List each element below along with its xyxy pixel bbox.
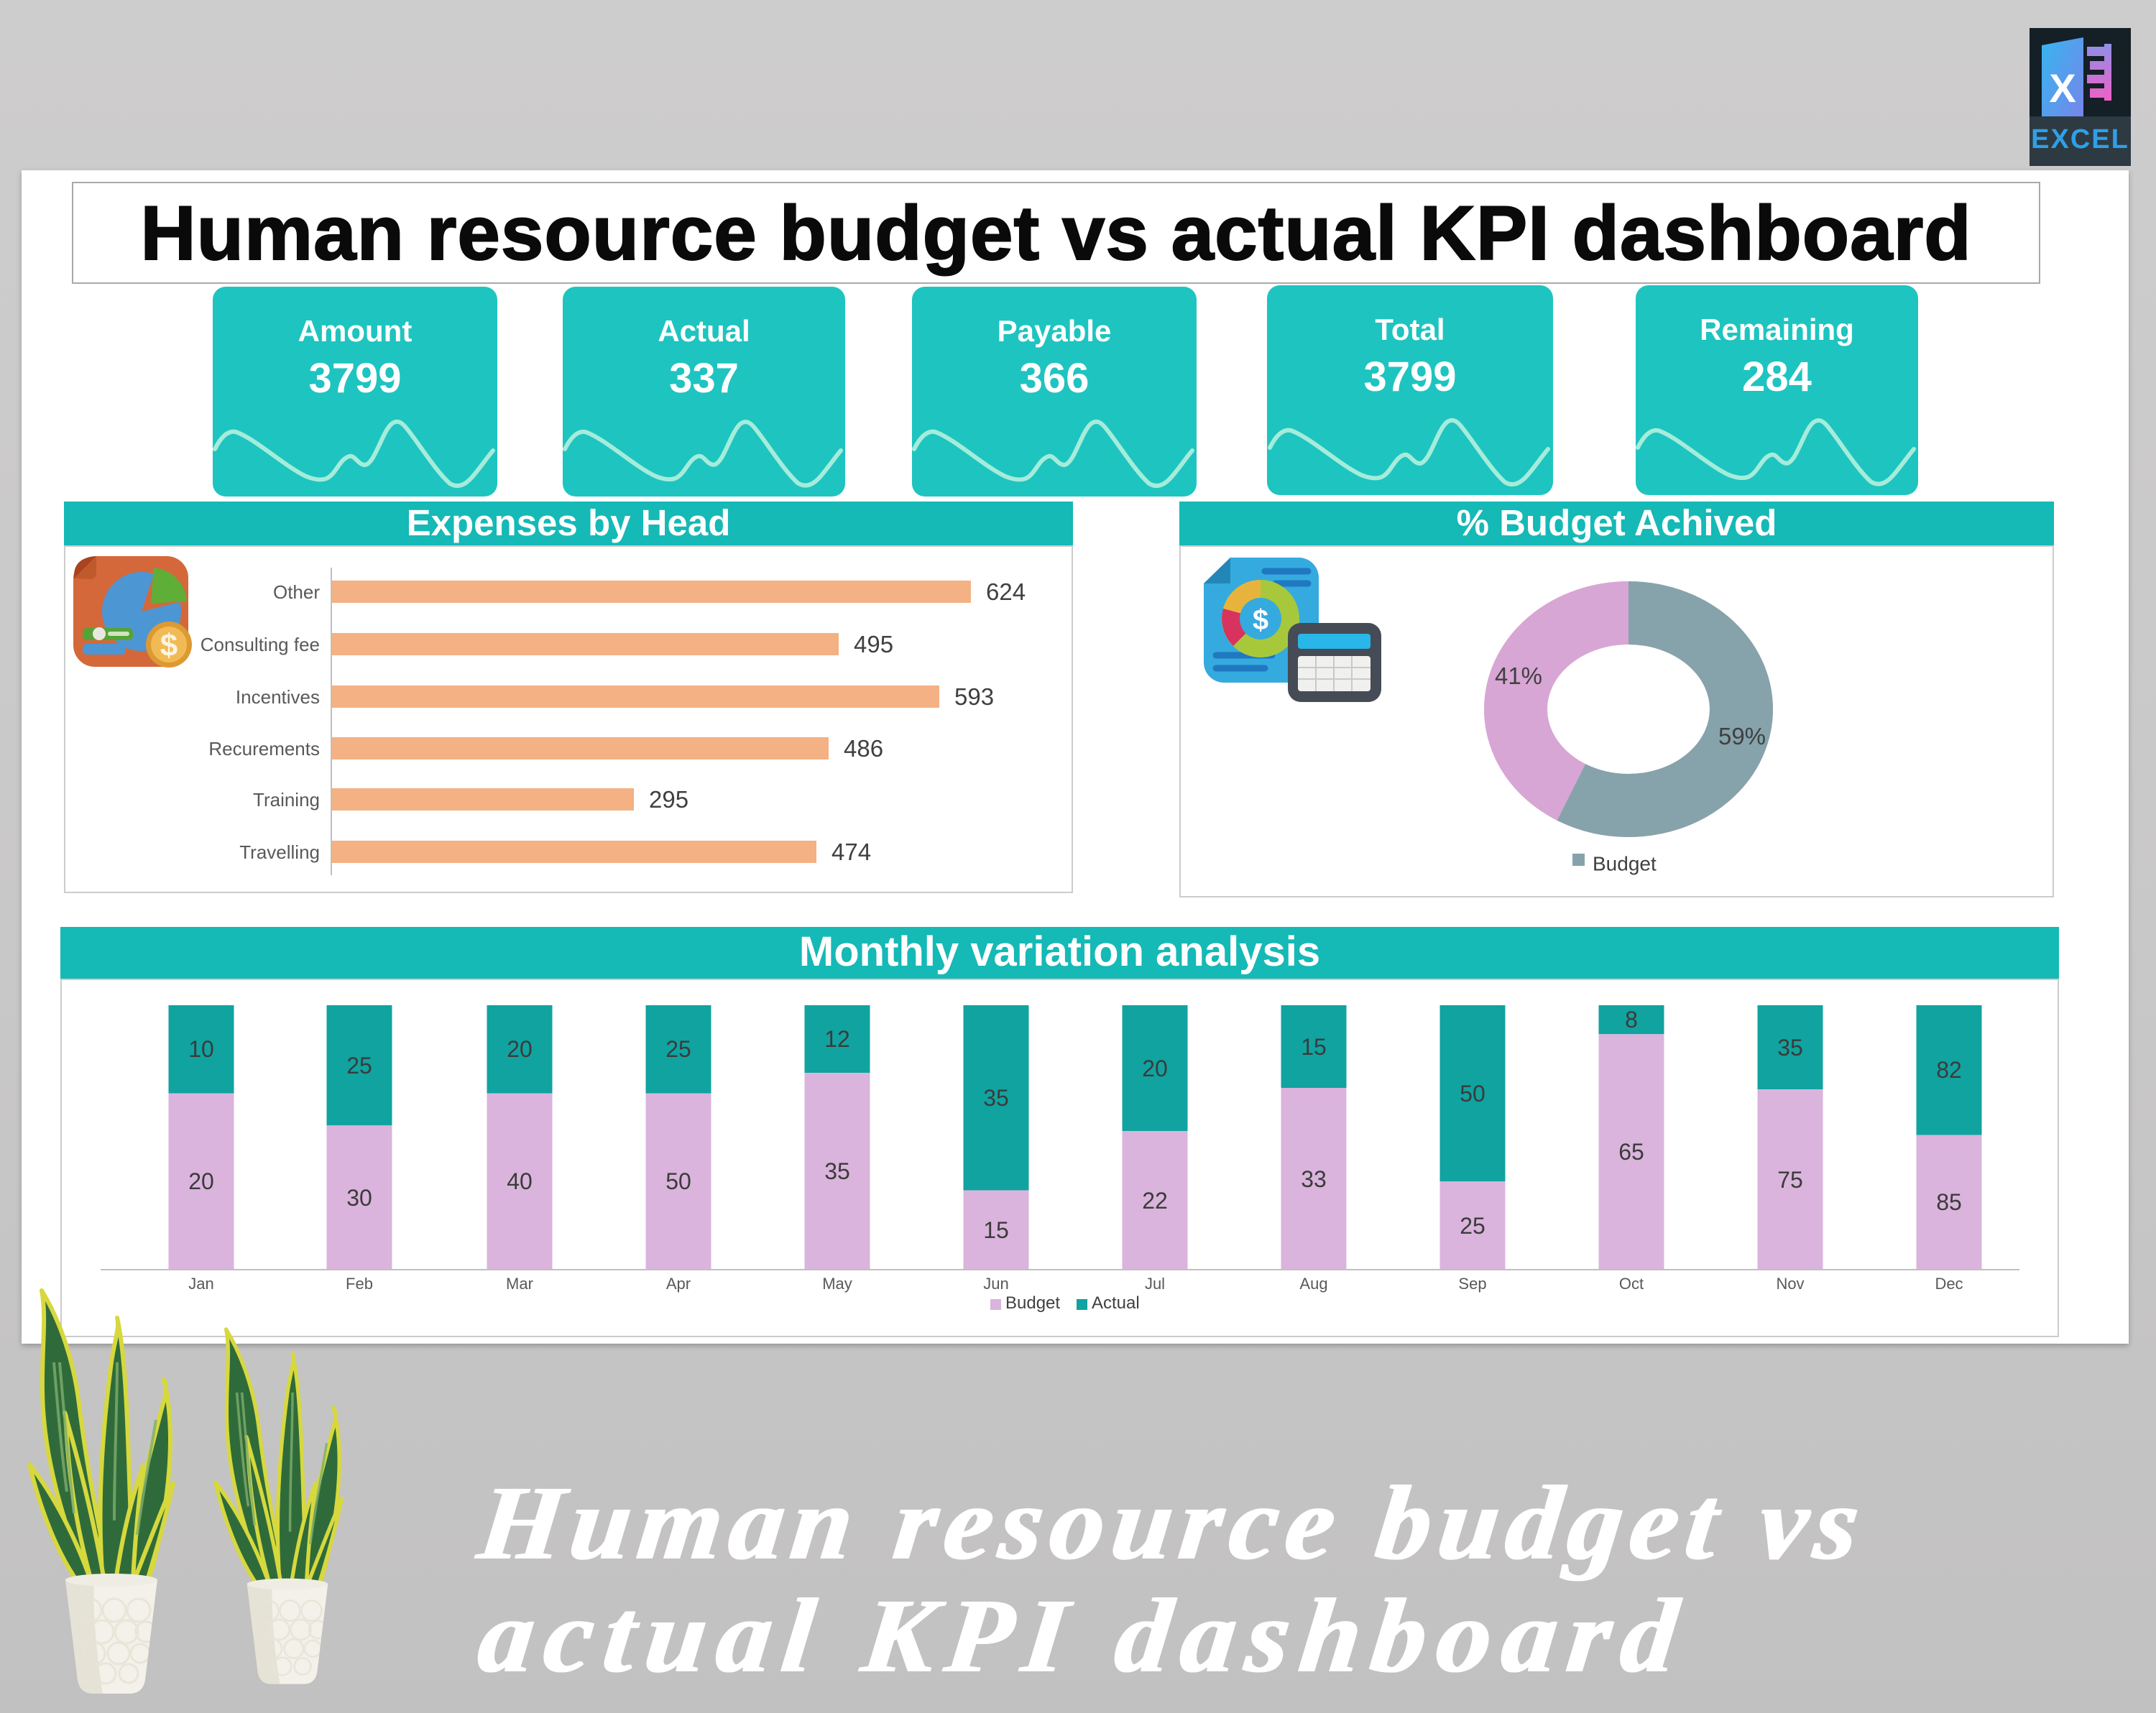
svg-text:Budget: Budget <box>1005 1293 1060 1313</box>
svg-text:10: 10 <box>188 1036 214 1062</box>
svg-text:$: $ <box>160 628 178 663</box>
svg-text:Other: Other <box>273 581 320 603</box>
svg-text:12: 12 <box>824 1026 850 1052</box>
svg-text:Feb: Feb <box>346 1275 373 1293</box>
svg-text:35: 35 <box>824 1158 850 1184</box>
svg-text:Dec: Dec <box>1935 1275 1963 1293</box>
svg-text:8: 8 <box>1625 1007 1638 1033</box>
svg-text:486: 486 <box>844 735 883 762</box>
svg-text:50: 50 <box>665 1168 691 1194</box>
svg-text:May: May <box>822 1275 852 1293</box>
svg-text:Nov: Nov <box>1776 1275 1804 1293</box>
svg-text:Jan: Jan <box>188 1275 213 1293</box>
svg-text:Recurements: Recurements <box>208 738 320 759</box>
svg-text:59%: 59% <box>1718 723 1766 749</box>
svg-text:Training: Training <box>253 789 320 811</box>
svg-text:75: 75 <box>1777 1167 1803 1193</box>
svg-text:20: 20 <box>188 1168 214 1194</box>
svg-text:20: 20 <box>507 1036 533 1062</box>
svg-text:25: 25 <box>665 1036 691 1062</box>
svg-text:33: 33 <box>1301 1166 1327 1192</box>
svg-text:22: 22 <box>1142 1188 1168 1214</box>
svg-text:$: $ <box>1253 604 1268 636</box>
svg-text:Consulting fee: Consulting fee <box>201 634 320 655</box>
svg-text:30: 30 <box>346 1185 372 1211</box>
svg-text:474: 474 <box>831 839 871 865</box>
svg-text:20: 20 <box>1142 1056 1168 1081</box>
svg-text:50: 50 <box>1460 1081 1485 1107</box>
svg-text:35: 35 <box>1777 1035 1803 1061</box>
svg-text:15: 15 <box>1301 1034 1327 1060</box>
svg-text:495: 495 <box>854 631 893 657</box>
svg-text:Apr: Apr <box>666 1275 691 1293</box>
svg-text:15: 15 <box>983 1217 1009 1243</box>
svg-text:Oct: Oct <box>1619 1275 1644 1293</box>
svg-text:Jun: Jun <box>983 1275 1008 1293</box>
svg-text:Sep: Sep <box>1458 1275 1486 1293</box>
svg-text:40: 40 <box>507 1168 533 1194</box>
svg-text:Jul: Jul <box>1145 1275 1165 1293</box>
svg-text:295: 295 <box>649 786 688 813</box>
svg-text:593: 593 <box>954 683 994 710</box>
svg-text:Incentives: Incentives <box>236 686 320 708</box>
svg-text:25: 25 <box>1460 1213 1485 1239</box>
svg-text:Aug: Aug <box>1299 1275 1327 1293</box>
svg-text:85: 85 <box>1936 1189 1962 1215</box>
svg-text:82: 82 <box>1936 1057 1962 1083</box>
svg-text:624: 624 <box>986 578 1026 605</box>
svg-text:25: 25 <box>346 1053 372 1079</box>
svg-text:Actual: Actual <box>1092 1293 1140 1313</box>
svg-text:Budget: Budget <box>1593 852 1657 874</box>
svg-text:X: X <box>2049 65 2076 111</box>
svg-text:41%: 41% <box>1495 662 1542 689</box>
svg-text:Mar: Mar <box>506 1275 533 1293</box>
svg-text:65: 65 <box>1618 1139 1644 1165</box>
svg-text:Travelling: Travelling <box>239 841 320 863</box>
svg-text:35: 35 <box>983 1085 1009 1111</box>
